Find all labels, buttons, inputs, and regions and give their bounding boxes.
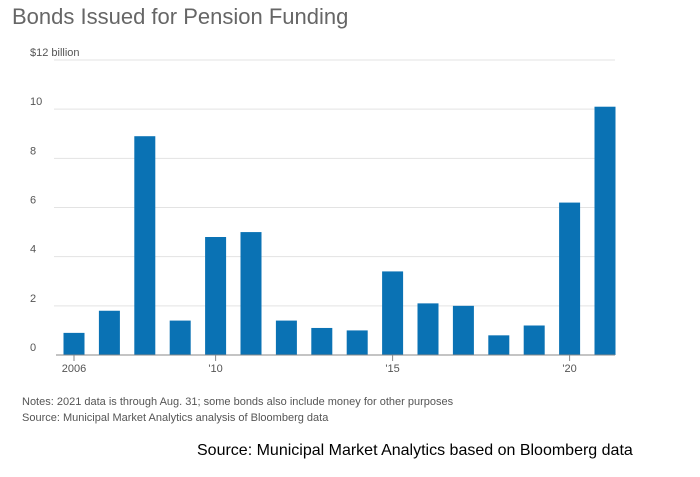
bar-2019 — [523, 325, 545, 355]
bar-2012 — [275, 320, 297, 355]
footer-source: Source: Municipal Market Analytics based… — [197, 442, 633, 459]
bar-2014 — [346, 330, 368, 355]
bar-2018 — [488, 335, 510, 355]
y-tick-label: 2 — [30, 293, 36, 305]
y-tick-label: 10 — [30, 96, 42, 108]
y-tick-label: $12 billion — [30, 47, 80, 59]
notes-line: Notes: 2021 data is through Aug. 31; som… — [22, 396, 454, 408]
y-tick-label: 6 — [30, 195, 36, 207]
x-tick-label: '15 — [385, 363, 399, 375]
bar-2008 — [134, 136, 156, 355]
x-tick-label: 2006 — [62, 363, 86, 375]
bar-2020 — [559, 202, 581, 355]
chart-notes: Notes: 2021 data is through Aug. 31; som… — [22, 394, 453, 426]
bar-2021 — [594, 106, 616, 355]
bar-2007 — [98, 310, 120, 355]
bar-2015 — [382, 271, 404, 355]
y-tick-label: 4 — [30, 244, 36, 256]
bar-chart: 0 2 4 6 8 10 $12 billion 2006 '10 '15 '20 — [30, 47, 616, 375]
bar-2006 — [63, 332, 85, 355]
y-tick-label: 0 — [30, 342, 36, 354]
bar-2009 — [169, 320, 191, 355]
bar-2016 — [417, 303, 439, 355]
bar-2011 — [240, 232, 262, 355]
x-tick-label: '20 — [562, 363, 576, 375]
bar-2010 — [205, 237, 227, 355]
y-tick-label: 8 — [30, 145, 36, 157]
x-tick-label: '10 — [208, 363, 222, 375]
source-line: Source: Municipal Market Analytics analy… — [22, 412, 329, 424]
bar-2013 — [311, 327, 333, 355]
bar-2017 — [452, 305, 474, 355]
chart-title: Bonds Issued for Pension Funding — [12, 4, 349, 29]
